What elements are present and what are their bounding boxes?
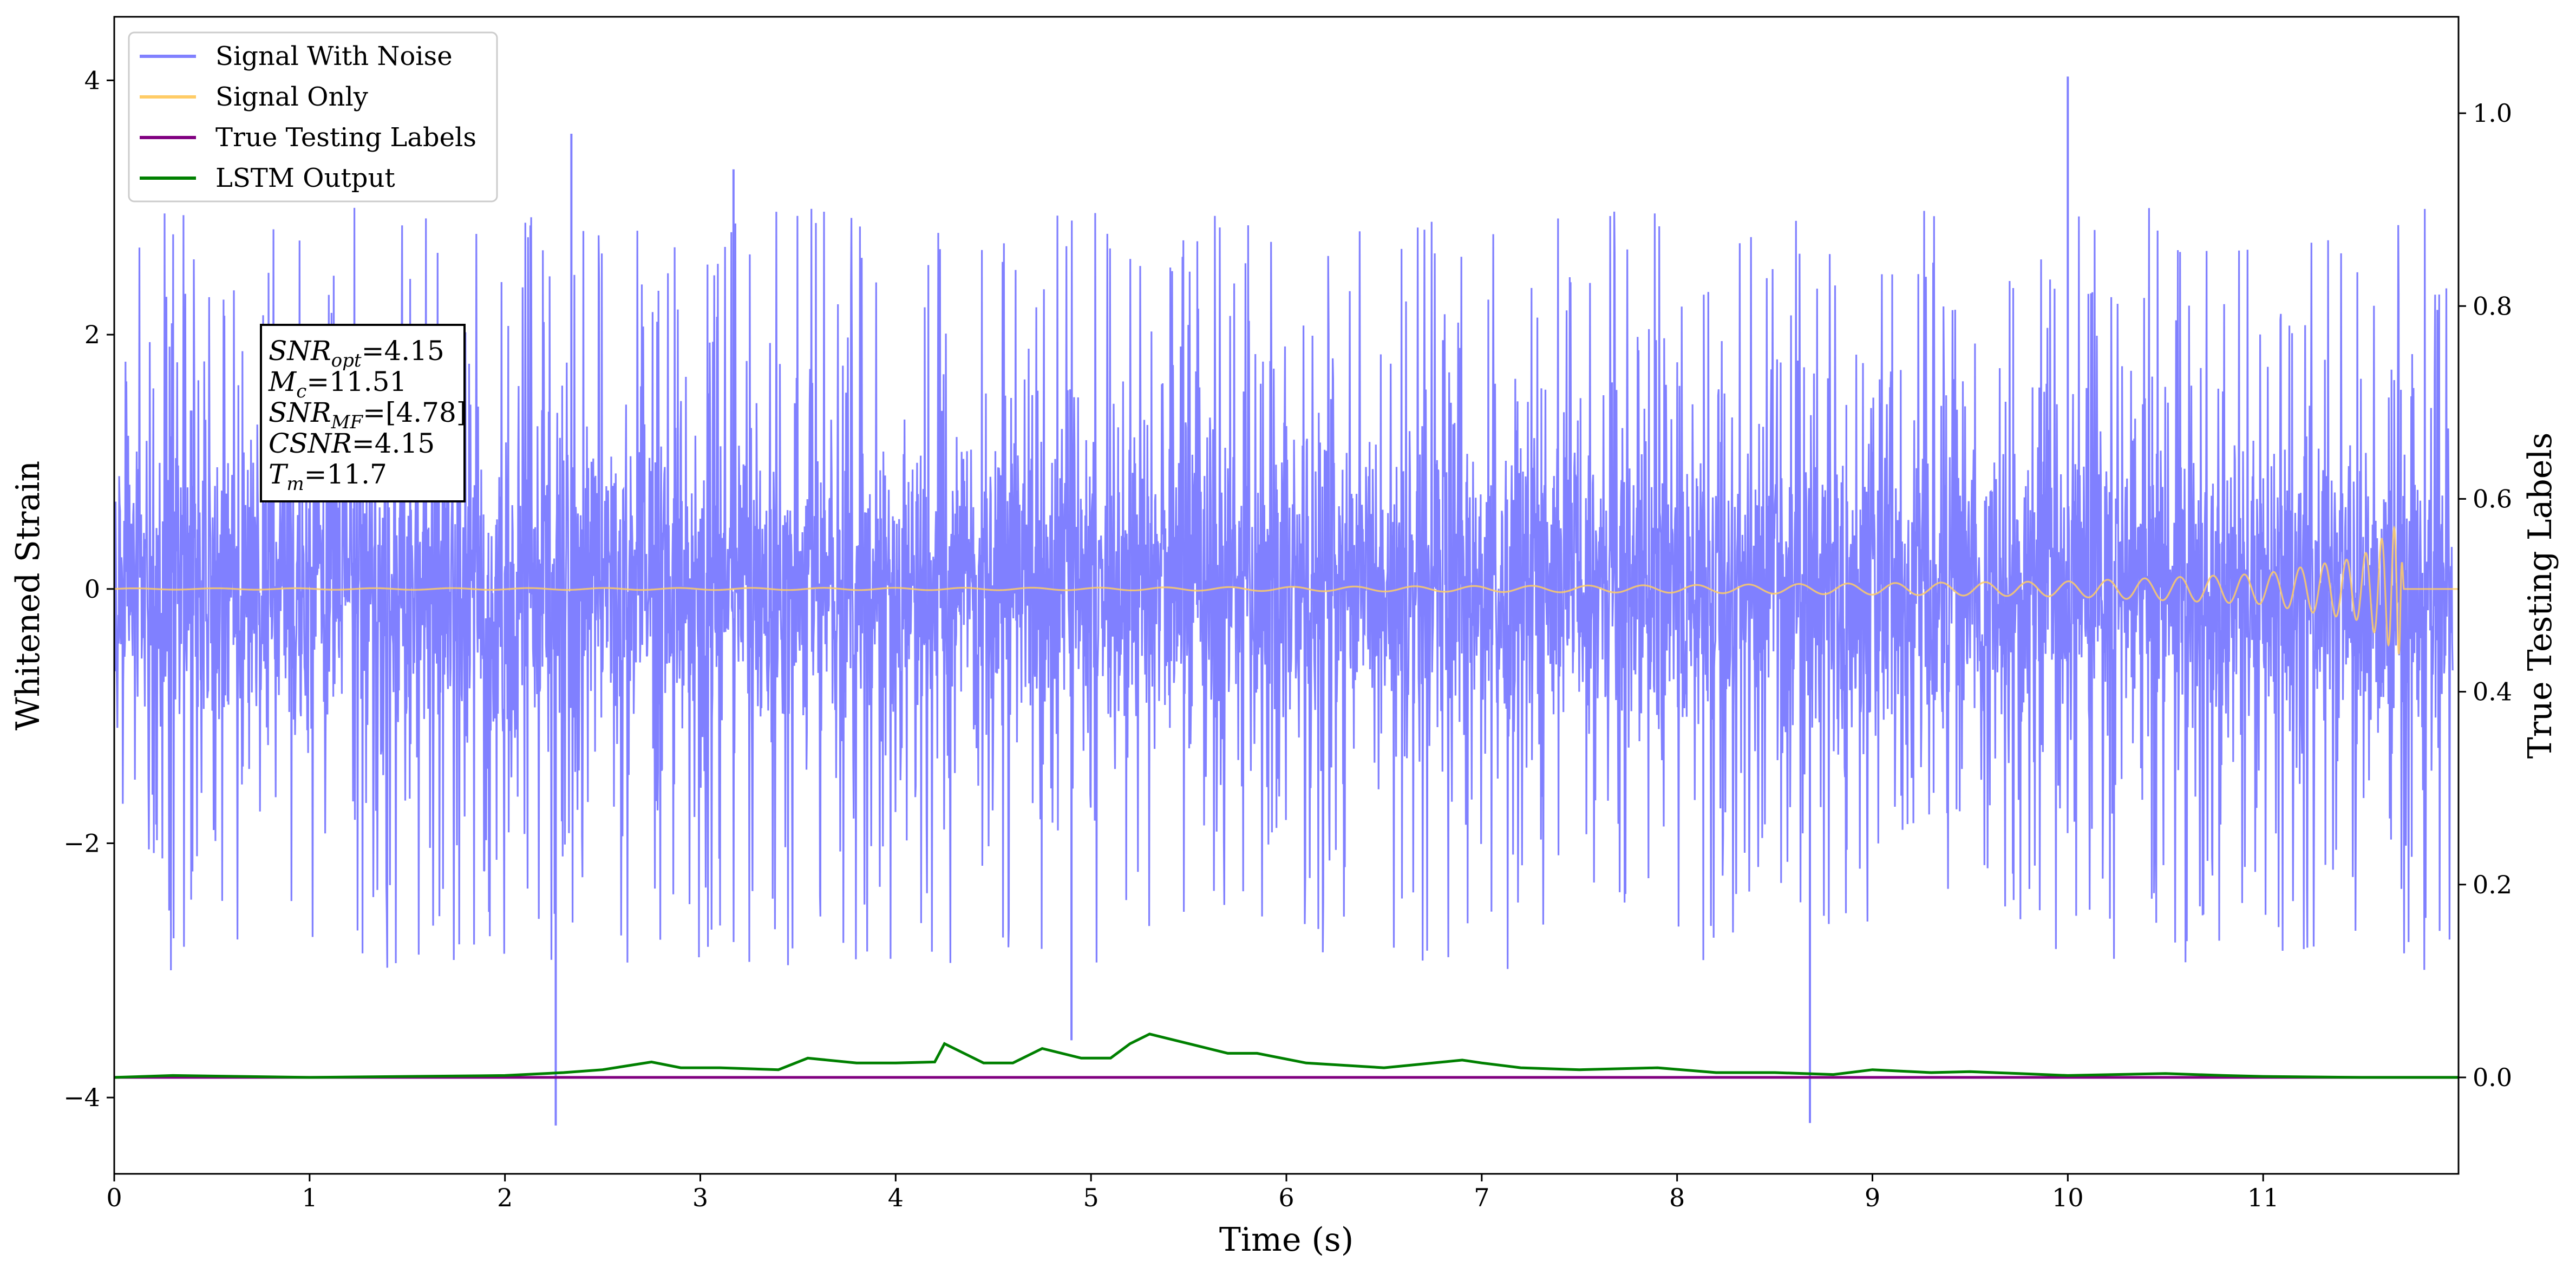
annotation-line: SNRopt=4.15 (269, 335, 444, 371)
x-tick-label: 9 (1865, 1183, 1880, 1212)
x-tick-label: 3 (692, 1183, 708, 1212)
annotation-value: =11.7 (304, 459, 387, 490)
x-tick-label: 1 (302, 1183, 317, 1212)
y-tick-label: −2 (63, 828, 100, 858)
x-tick-label: 10 (2052, 1183, 2084, 1212)
annotation-subscript: opt (331, 350, 362, 371)
annotation-subscript: c (296, 381, 306, 402)
y-tick-label: 2 (84, 320, 100, 349)
legend-box (128, 31, 498, 202)
legend-label: True Testing Labels (215, 122, 476, 153)
y-axis-left: 4 2 0 −2 −4 (63, 66, 114, 1112)
y-tick-label: −4 (63, 1083, 100, 1112)
annotation-symbol: SNR (269, 397, 331, 428)
annotation-line: Tm=11.7 (269, 459, 387, 495)
parameter-annotation: SNRopt=4.15Mc=11.51SNRMF=[4.78]CSNR=4.15… (260, 324, 467, 502)
y-right-tick-label: 0.6 (2473, 484, 2512, 513)
x-tick-label: 6 (1278, 1183, 1294, 1212)
series-signal-with-noise (114, 207, 2454, 971)
x-tick-label: 0 (106, 1183, 122, 1212)
legend: Signal With Noise Signal Only True Testing… (128, 31, 498, 202)
x-tick-label: 8 (1669, 1183, 1685, 1212)
y-right-tick-label: 0.2 (2473, 870, 2512, 899)
y-right-tick-label: 1.0 (2473, 99, 2512, 128)
annotation-box (260, 324, 466, 502)
annotation-line: CSNR=4.15 (269, 428, 435, 459)
annotation-value: =4.15 (352, 428, 435, 459)
annotation-value: =11.51 (306, 366, 407, 397)
annotation-symbol: SNR (269, 335, 331, 367)
series-lstm-output (114, 1033, 2459, 1079)
annotation-symbol: CSNR (269, 428, 352, 459)
y-right-tick-label: 0.0 (2473, 1063, 2512, 1092)
y-axis-right-title: True Testing Labels (2521, 433, 2559, 759)
legend-label: Signal Only (215, 82, 368, 112)
y-axis-right: 1.0 0.8 0.6 0.4 0.2 0.0 (2459, 99, 2512, 1092)
x-tick-label: 5 (1083, 1183, 1099, 1212)
series-signal-only (114, 525, 2459, 655)
x-axis: 0 1 2 3 4 5 6 7 8 9 10 11 (106, 1174, 2279, 1212)
x-tick-label: 2 (497, 1183, 513, 1212)
y-tick-label: 0 (84, 574, 100, 604)
y-tick-label: 4 (84, 66, 100, 95)
annotation-subscript: MF (331, 411, 364, 433)
legend-label: Signal With Noise (215, 41, 453, 71)
legend-label: LSTM Output (215, 163, 395, 193)
annotation-subscript: m (286, 473, 304, 495)
x-tick-label: 11 (2247, 1183, 2279, 1212)
annotation-line: SNRMF=[4.78] (269, 397, 467, 433)
annotation-line: Mc=11.51 (268, 366, 407, 402)
annotation-symbol: M (268, 366, 297, 397)
annotation-symbol: T (269, 459, 289, 490)
y-right-tick-label: 0.4 (2473, 677, 2512, 707)
x-tick-label: 7 (1474, 1183, 1489, 1212)
annotation-value: =4.15 (362, 335, 444, 367)
y-right-tick-label: 0.8 (2473, 291, 2512, 321)
annotation-value: =[4.78] (363, 397, 467, 428)
plot-area (114, 76, 2459, 1126)
y-axis-title: Whitened Strain (9, 461, 47, 730)
x-tick-label: 4 (888, 1183, 904, 1212)
x-axis-title: Time (s) (1219, 1221, 1354, 1259)
